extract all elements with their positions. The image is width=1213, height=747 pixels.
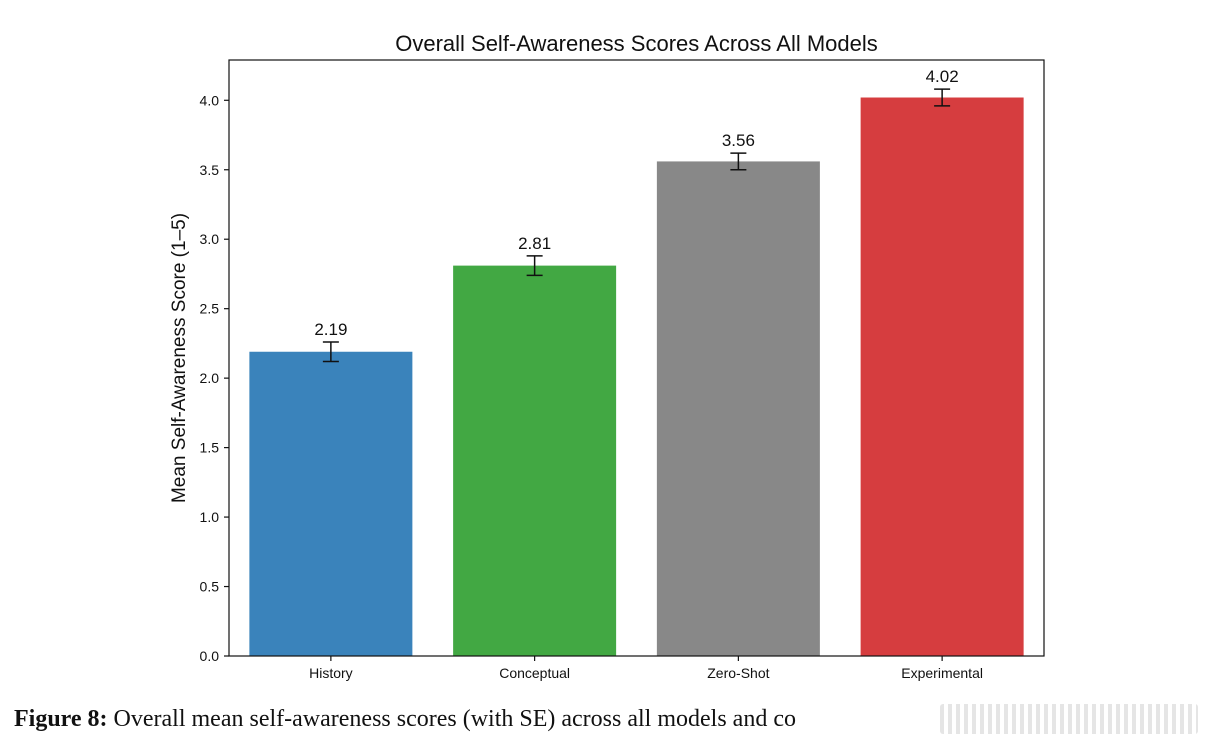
y-tick-label: 2.0: [200, 370, 220, 386]
x-tick-label-history: History: [309, 665, 353, 681]
y-axis: 0.0 0.5 1.0 1.5 2.0 2.5 3.0 3.5 4.0: [200, 92, 229, 664]
x-tick-label-zero-shot: Zero-Shot: [707, 665, 769, 681]
data-label-conceptual: 2.81: [518, 234, 551, 253]
figure-number: Figure 8:: [14, 706, 108, 732]
y-tick-label: 3.5: [200, 162, 220, 178]
figure-caption: Figure 8: Overall mean self-awareness sc…: [14, 706, 796, 733]
error-bar-history: [322, 341, 339, 363]
y-tick-label: 3.0: [200, 231, 220, 247]
caption-text: Overall mean self-awareness scores (with…: [113, 706, 796, 732]
x-tick-label-conceptual: Conceptual: [499, 665, 570, 681]
data-label-zero-shot: 3.56: [722, 131, 755, 150]
bar-zero-shot: [656, 161, 820, 657]
x-tick-label-experimental: Experimental: [901, 665, 983, 681]
y-tick-label: 4.0: [200, 92, 220, 108]
error-bars-group: [322, 88, 951, 363]
bar-chart: Overall Self-Awareness Scores Across All…: [169, 31, 1045, 681]
error-bar-zero-shot: [730, 152, 747, 171]
x-axis: History Conceptual Zero-Shot Experimental: [309, 656, 983, 681]
error-bar-experimental: [934, 88, 951, 107]
y-tick-label: 1.5: [200, 440, 220, 456]
plot-frame: [228, 59, 1045, 657]
error-bar-conceptual: [526, 255, 543, 277]
data-label-history: 2.19: [314, 320, 347, 339]
y-tick-label: 2.5: [200, 301, 220, 317]
bars-group: [249, 97, 1024, 657]
watermark: [940, 704, 1198, 734]
bar-experimental: [860, 97, 1024, 656]
chart-title: Overall Self-Awareness Scores Across All…: [395, 31, 878, 56]
y-tick-label: 0.0: [200, 648, 220, 664]
bar-conceptual: [453, 265, 617, 656]
y-tick-label: 0.5: [200, 579, 220, 595]
bar-history: [249, 351, 413, 656]
y-axis-label: Mean Self-Awareness Score (1–5): [169, 213, 190, 503]
data-label-experimental: 4.02: [926, 67, 959, 86]
y-tick-label: 1.0: [200, 509, 220, 525]
data-labels-group: 2.19 2.81 3.56 4.02: [314, 67, 958, 339]
